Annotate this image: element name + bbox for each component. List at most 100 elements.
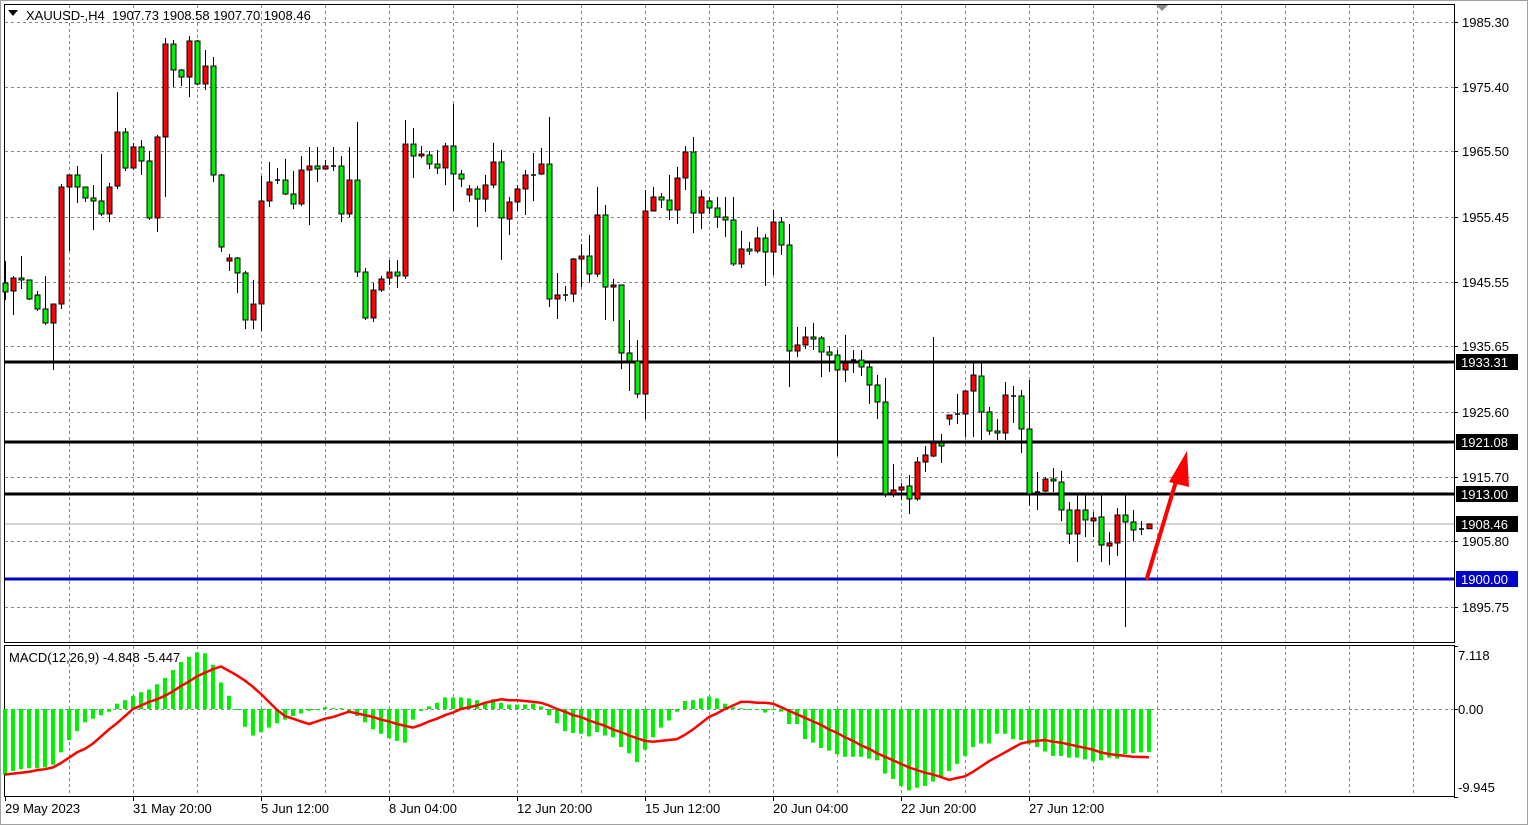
macd-histogram-bar (723, 703, 727, 709)
macd-histogram-bar (595, 709, 599, 733)
candle (802, 327, 809, 350)
macd-histogram-bar (499, 702, 503, 709)
candle-body-bearish (426, 154, 433, 165)
time-tick-label: 8 Jun 04:00 (389, 801, 457, 816)
candle (90, 184, 97, 230)
candle (1114, 508, 1121, 556)
candle-body-bearish (210, 65, 217, 176)
candle (1026, 379, 1033, 506)
candle-body-bearish (722, 216, 729, 221)
macd-histogram-bar (691, 700, 695, 709)
macd-histogram-bar (979, 709, 983, 744)
macd-histogram-bar (707, 696, 711, 709)
candle (1002, 382, 1009, 441)
macd-histogram-bar (51, 709, 55, 765)
macd-histogram-bar (739, 708, 743, 710)
candle-body-bullish (1042, 478, 1049, 492)
candle-body-bullish (106, 186, 113, 215)
level-price-tag (1456, 434, 1518, 450)
macd-histogram-bar (83, 709, 87, 723)
candle-body-bearish (410, 143, 417, 157)
candle-body-bearish (1122, 514, 1129, 523)
candle-body-bullish (770, 221, 777, 253)
candle-body-bearish (714, 207, 721, 218)
candle-body-bullish (466, 188, 473, 196)
level-price-label: 1913.00 (1461, 487, 1508, 502)
candle (770, 210, 777, 276)
candle-body-bearish (818, 337, 825, 353)
candle (386, 259, 393, 285)
macd-histogram-bar (779, 709, 783, 712)
candle-body-bearish (618, 284, 625, 354)
macd-histogram-bar (531, 703, 535, 709)
candle (898, 483, 905, 500)
macd-histogram-bar (131, 695, 135, 709)
candle-body-bullish (802, 336, 809, 346)
candle-body-bullish (114, 131, 121, 187)
candle (306, 146, 313, 226)
time-tick-label: 20 Jun 04:00 (773, 801, 848, 816)
candle-body-bullish (506, 201, 513, 220)
candle (946, 414, 953, 425)
macd-histogram-bar (323, 707, 327, 709)
candle (18, 255, 25, 289)
level-price-tag (1456, 486, 1518, 502)
candle (698, 190, 705, 230)
candle-body-bullish (162, 43, 169, 138)
candle-body-bullish (842, 362, 849, 371)
macd-histogram-bar (899, 709, 903, 786)
candle-body-bearish (146, 160, 153, 219)
candle-body-bullish (1146, 523, 1153, 530)
macd-histogram-bar (771, 709, 775, 710)
candle (331, 146, 336, 172)
macd-histogram-bar (155, 684, 159, 709)
candle-body-bearish (994, 430, 1001, 434)
macd-histogram-bar (411, 709, 415, 720)
candle-body-bearish (450, 145, 457, 175)
candle (282, 158, 289, 195)
horizontal-levels[interactable] (5, 360, 1454, 581)
candle (986, 407, 993, 435)
candle-body-bearish (314, 165, 321, 170)
triangle-down-icon[interactable] (8, 10, 18, 16)
macd-panel[interactable]: MACD(12,26,9) -4.848 -5.447 (3, 645, 1455, 797)
candle-body-bearish (34, 294, 41, 310)
candle-body-bearish (866, 366, 873, 386)
macd-histogram-bar (811, 709, 815, 743)
macd-histogram-bar (587, 709, 591, 737)
candle-body-bearish (434, 163, 441, 169)
candle-body-bullish (890, 489, 897, 495)
candle (402, 119, 409, 279)
candle (114, 92, 121, 189)
macd-histogram-bar (1019, 709, 1023, 740)
macd-histogram-bar (275, 709, 279, 724)
red-arrow-annotation[interactable] (1145, 451, 1189, 580)
time-axis[interactable]: 29 May 2023 31 May 20:00 5 Jun 12:00 8 Jun … (5, 797, 1104, 816)
candle-body-bearish (778, 221, 785, 246)
chart-shift-marker-icon[interactable] (1156, 5, 1168, 11)
macd-histogram-bar (379, 709, 383, 734)
candle (922, 446, 929, 473)
macd-histogram-bar (571, 709, 575, 733)
price-axis[interactable]: 1985.30 1975.40 1965.50 1955.45 1945.55 1935.… (1454, 15, 1518, 615)
candle-body-bullish (538, 163, 545, 175)
price-tick-label: 1975.40 (1462, 80, 1509, 95)
price-panel[interactable]: XAUUSD-,H4 1907.73 1908.58 1907.70 1908.… (2, 4, 1455, 643)
macd-histogram-bar (283, 709, 287, 720)
candle-body-bearish (194, 40, 201, 85)
ohlc-values: 1907.73 1908.58 1907.70 1908.46 (112, 8, 311, 23)
macd-histogram-bar (1059, 709, 1063, 756)
candle-body-bullish (914, 461, 921, 500)
macd-tick-label: 0.00 (1458, 702, 1483, 717)
macd-histogram-bar (891, 709, 895, 779)
candle (1035, 472, 1040, 510)
candle-body-bullish (1106, 542, 1113, 547)
candle (851, 349, 856, 373)
macd-histogram-bar (603, 709, 607, 736)
macd-histogram-bar (243, 709, 247, 727)
macd-histogram-bar (59, 709, 63, 753)
candle (2, 261, 9, 301)
chart-header: XAUUSD-,H4 1907.73 1908.58 1907.70 1908.… (8, 8, 311, 23)
macd-histogram-bar (1083, 709, 1087, 760)
